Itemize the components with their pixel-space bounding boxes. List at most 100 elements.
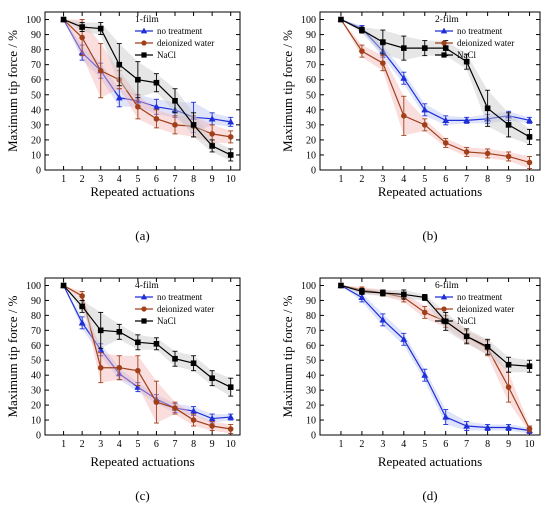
x-tick-label: 8 bbox=[485, 439, 490, 450]
legend-label: deionized water bbox=[157, 304, 214, 314]
x-tick-label: 6 bbox=[154, 439, 159, 450]
y-tick-label: 40 bbox=[306, 105, 316, 116]
data-point bbox=[463, 422, 471, 429]
data-point bbox=[190, 407, 197, 414]
y-tick-label: 80 bbox=[31, 45, 41, 56]
data-point bbox=[209, 143, 215, 149]
legend-marker bbox=[441, 40, 447, 46]
x-tick-label: 10 bbox=[525, 174, 535, 185]
data-point bbox=[484, 105, 491, 112]
data-point bbox=[505, 384, 512, 390]
y-tick-label: 10 bbox=[306, 150, 316, 161]
legend-item: no treatment bbox=[435, 26, 503, 36]
data-point bbox=[190, 360, 197, 367]
y-tick-label: 70 bbox=[31, 326, 41, 337]
x-tick-label: 5 bbox=[135, 174, 140, 185]
x-tick-label: 3 bbox=[380, 174, 385, 185]
plot-frame bbox=[44, 277, 241, 436]
data-point bbox=[526, 426, 533, 432]
y-tick-label: 70 bbox=[306, 60, 316, 71]
legend-label: deionized water bbox=[157, 38, 214, 48]
legend-label: deionized water bbox=[457, 38, 514, 48]
chart-panel-3: 0 10 20 30 40 50 60 70 80 90 100 1 2 3 4 5 6 7 8 9 10 Repeate… bbox=[5, 277, 241, 503]
x-tick-label: 5 bbox=[422, 439, 427, 450]
data-point bbox=[209, 423, 215, 429]
legend-label: deionized water bbox=[457, 304, 514, 314]
data-point bbox=[505, 423, 512, 431]
plot-frame bbox=[319, 277, 541, 436]
y-tick-label: 60 bbox=[31, 341, 41, 352]
chart-panel-2: 0 10 20 30 40 50 60 70 80 90 100 1 2 3 4 5 6 7 8 9 10 Repeate… bbox=[280, 11, 541, 243]
data-point bbox=[227, 134, 234, 140]
data-point bbox=[172, 405, 178, 411]
legend-marker bbox=[141, 40, 147, 46]
y-tick-label: 10 bbox=[306, 416, 316, 427]
legend-label: NaCl bbox=[457, 316, 476, 326]
legend-label: no treatment bbox=[457, 26, 503, 36]
data-point bbox=[190, 122, 197, 128]
x-tick-label: 4 bbox=[401, 174, 406, 185]
data-point bbox=[421, 294, 428, 301]
x-axis-label: Repeated actuations bbox=[378, 184, 482, 199]
data-point bbox=[60, 282, 67, 289]
panel-annotation: 4-film bbox=[135, 280, 159, 291]
legend-marker bbox=[441, 318, 447, 324]
y-tick-label: 50 bbox=[306, 90, 316, 101]
x-tick-label: 8 bbox=[485, 174, 490, 185]
data-point bbox=[421, 45, 428, 51]
x-tick-label: 6 bbox=[443, 174, 448, 185]
x-axis-label: Repeated actuations bbox=[378, 454, 482, 469]
data-point bbox=[97, 67, 104, 74]
legend-item: deionized water bbox=[135, 38, 214, 48]
chart-panel-1: 0 10 20 30 40 50 60 70 80 90 100 1 2 3 4 5 6 7 8 9 10 Repeate… bbox=[5, 11, 241, 243]
plot-frame bbox=[44, 11, 241, 171]
data-point bbox=[60, 16, 67, 23]
y-axis-label: Maximum tip force / % bbox=[280, 30, 295, 152]
chart-panel-4: 0 10 20 30 40 50 60 70 80 90 100 1 2 3 4 5 6 7 8 9 10 Repeate… bbox=[280, 277, 541, 503]
series-NaCl bbox=[338, 282, 533, 373]
data-point bbox=[442, 45, 449, 51]
y-axis-label: Maximum tip force / % bbox=[5, 295, 20, 417]
data-point bbox=[190, 417, 197, 423]
data-point bbox=[379, 316, 387, 323]
series-line bbox=[340, 19, 530, 164]
x-tick-label: 7 bbox=[173, 174, 178, 185]
x-tick-label: 9 bbox=[210, 174, 215, 185]
data-point bbox=[79, 34, 85, 41]
y-tick-label: 10 bbox=[31, 416, 41, 427]
series-line bbox=[63, 284, 231, 430]
data-point bbox=[421, 106, 429, 113]
series-NaCl bbox=[338, 16, 533, 145]
x-tick-label: 9 bbox=[506, 174, 511, 185]
legend-marker bbox=[140, 27, 148, 34]
legend-label: NaCl bbox=[157, 50, 176, 60]
legend-item: NaCl bbox=[435, 50, 476, 60]
data-point bbox=[227, 152, 234, 158]
data-point bbox=[421, 122, 428, 128]
series-NaCl bbox=[60, 282, 234, 397]
data-point bbox=[442, 413, 450, 420]
data-point bbox=[97, 327, 104, 334]
x-tick-label: 1 bbox=[61, 439, 66, 450]
data-point bbox=[153, 116, 160, 122]
y-tick-label: 30 bbox=[306, 386, 316, 397]
data-point bbox=[401, 291, 407, 298]
y-tick-label: 70 bbox=[31, 60, 41, 71]
series-line bbox=[63, 285, 231, 388]
legend-item: NaCl bbox=[135, 50, 176, 60]
data-point bbox=[172, 122, 178, 128]
error-band bbox=[63, 285, 231, 397]
y-tick-label: 40 bbox=[31, 105, 41, 116]
y-tick-label: 30 bbox=[31, 120, 41, 131]
x-tick-label: 1 bbox=[338, 174, 343, 185]
y-tick-label: 20 bbox=[31, 135, 41, 146]
x-tick-label: 2 bbox=[80, 174, 85, 185]
data-point bbox=[505, 361, 512, 368]
y-tick-label: 30 bbox=[306, 120, 316, 131]
y-tick-label: 50 bbox=[306, 356, 316, 367]
data-point bbox=[421, 309, 428, 316]
legend-label: NaCl bbox=[157, 316, 176, 326]
data-point bbox=[172, 97, 178, 104]
legend-item: no treatment bbox=[435, 292, 503, 302]
